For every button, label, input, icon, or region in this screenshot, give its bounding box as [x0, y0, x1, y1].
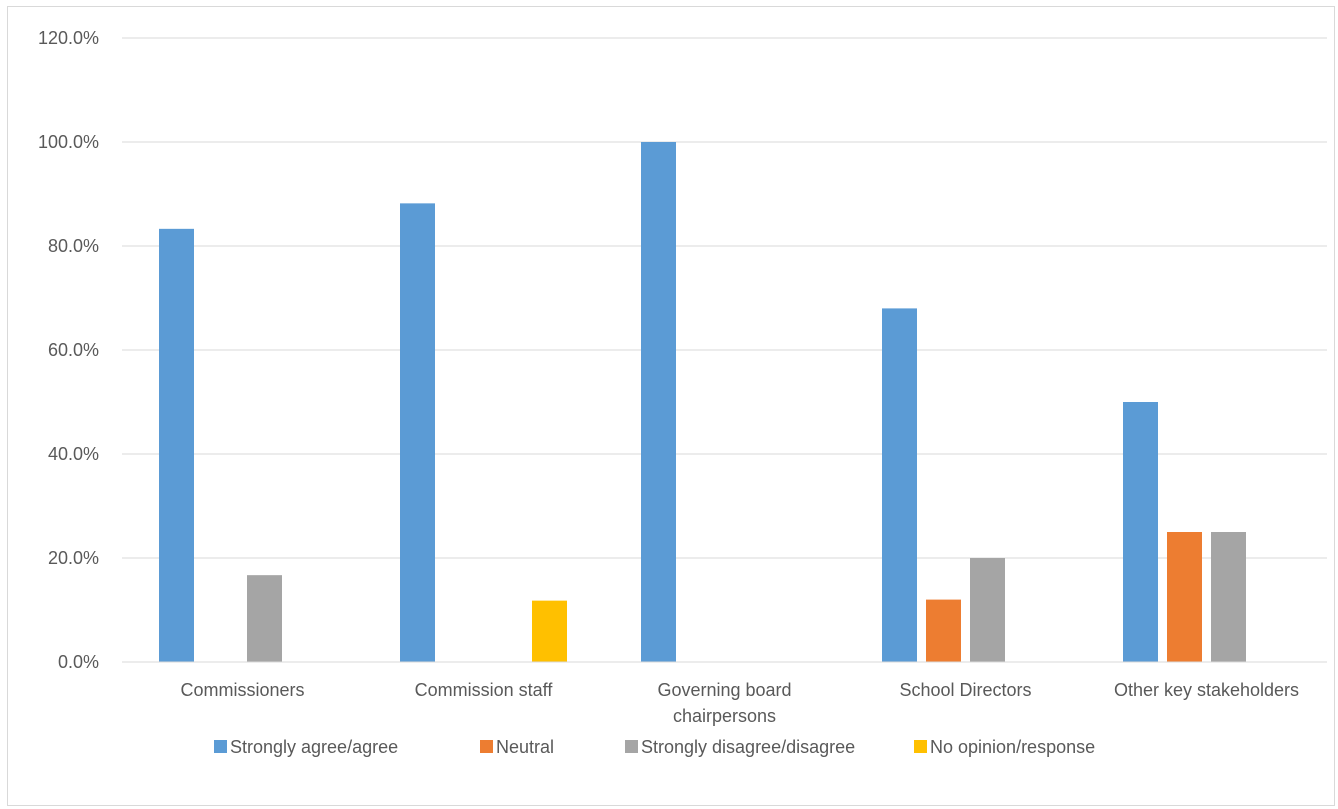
legend-label: No opinion/response [930, 737, 1095, 757]
bar-strongly-disagree-disagree-3 [970, 558, 1005, 662]
y-tick-label: 60.0% [48, 340, 99, 360]
bar-strongly-agree-agree-2 [641, 142, 676, 662]
x-category-label: Commission staff [415, 680, 554, 700]
y-tick-label: 80.0% [48, 236, 99, 256]
x-category-label: School Directors [899, 680, 1031, 700]
chart-frame: 0.0% 20.0% 40.0% 60.0% 80.0% 100.0% 120.0% Com… [7, 6, 1335, 806]
legend-swatch [214, 740, 227, 753]
bar-neutral-4 [1167, 532, 1202, 662]
legend-label: Strongly disagree/disagree [641, 737, 855, 757]
bar-strongly-agree-agree-4 [1123, 402, 1158, 662]
x-category-label: Other key stakeholders [1114, 680, 1299, 700]
legend-swatch [914, 740, 927, 753]
legend-swatch [480, 740, 493, 753]
bar-strongly-agree-agree-1 [400, 203, 435, 663]
y-axis-tick-labels: 0.0% 20.0% 40.0% 60.0% 80.0% 100.0% 120.0% [38, 28, 99, 672]
legend-label: Neutral [496, 737, 554, 757]
x-category-label: Commissioners [180, 680, 304, 700]
y-tick-label: 100.0% [38, 132, 99, 152]
legend-item-strongly-disagree-disagree: Strongly disagree/disagree [625, 737, 855, 757]
bar-strongly-agree-agree-3 [882, 308, 917, 662]
bars [159, 142, 1246, 663]
legend-item-no-opinion-response: No opinion/response [914, 737, 1095, 757]
x-axis-category-labels: Commissioners Commission staff Governing b… [180, 680, 1299, 726]
legend: Strongly agree/agree Neutral Strongly disa… [214, 737, 1095, 757]
bar-strongly-agree-agree-0 [159, 228, 194, 662]
legend-label: Strongly agree/agree [230, 737, 398, 757]
legend-item-strongly-agree-agree: Strongly agree/agree [214, 737, 398, 757]
bar-chart: 0.0% 20.0% 40.0% 60.0% 80.0% 100.0% 120.0% Com… [38, 28, 1327, 757]
y-tick-label: 20.0% [48, 548, 99, 568]
legend-swatch [625, 740, 638, 753]
y-tick-label: 40.0% [48, 444, 99, 464]
x-category-label: Governing board chairpersons [657, 680, 791, 726]
y-tick-label: 0.0% [58, 652, 99, 672]
legend-item-neutral: Neutral [480, 737, 554, 757]
bar-strongly-disagree-disagree-0 [247, 575, 282, 662]
bar-strongly-disagree-disagree-4 [1211, 532, 1246, 662]
bar-neutral-3 [926, 599, 961, 662]
y-tick-label: 120.0% [38, 28, 99, 48]
bar-no-opinion-response-1 [532, 600, 567, 662]
